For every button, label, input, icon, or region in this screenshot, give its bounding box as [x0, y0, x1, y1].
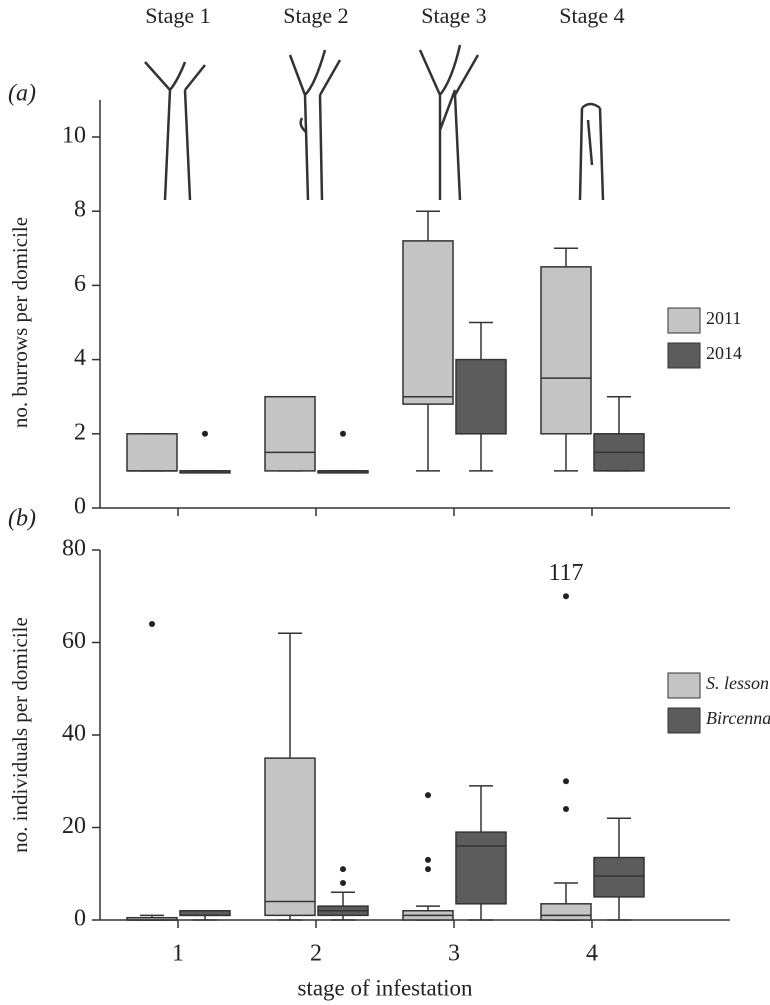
legend-swatch — [667, 672, 701, 699]
box-group — [264, 395, 316, 472]
box-group — [540, 247, 592, 472]
y-tick-label: 8 — [74, 197, 86, 223]
x-tick-label: Stage 1 — [145, 3, 210, 28]
legend-swatch — [667, 342, 701, 369]
y-axis-label: no. individuals per domicile — [8, 617, 32, 853]
y-axis-label: no. burrows per domicile — [8, 217, 32, 428]
box-group — [126, 621, 178, 921]
tree-drawings — [144, 44, 605, 201]
box-group — [455, 321, 507, 472]
outlier — [149, 621, 155, 627]
y-tick-label: 6 — [74, 271, 86, 297]
x-tick-label: 1 — [172, 941, 184, 967]
y-tick-label: 80 — [62, 536, 86, 562]
outlier — [425, 866, 431, 873]
box — [264, 395, 316, 472]
x-tick-label: Stage 2 — [283, 3, 348, 28]
box-group — [126, 433, 178, 472]
box — [455, 831, 507, 905]
box-group — [593, 817, 645, 921]
legend-swatch — [667, 307, 701, 334]
outlier — [340, 866, 346, 873]
y-tick-label: 20 — [62, 813, 86, 839]
outlier — [563, 806, 569, 812]
tree-stage-4 — [578, 102, 605, 201]
outlier — [202, 430, 208, 437]
panel-label: (b) — [8, 506, 36, 532]
x-axis-label: stage of infestation — [297, 975, 473, 1000]
box-group — [593, 395, 645, 472]
box-group — [402, 210, 454, 472]
y-tick-label: 40 — [62, 721, 86, 747]
x-tick-label: 3 — [448, 941, 460, 967]
x-tick-label: 4 — [586, 941, 598, 967]
outlier — [340, 880, 346, 886]
tree-stage-2 — [288, 49, 342, 201]
outlier — [425, 856, 431, 863]
offscale-outlier — [563, 593, 569, 600]
legend-swatch — [667, 707, 701, 734]
y-tick-label: 60 — [62, 628, 86, 654]
tree-stage-1 — [144, 61, 206, 201]
box-group — [455, 785, 507, 921]
annotation: 117 — [548, 560, 583, 586]
box — [126, 433, 178, 472]
x-tick-label: 2 — [310, 941, 322, 967]
y-tick-label: 0 — [74, 906, 86, 932]
box-group — [317, 866, 369, 921]
y-tick-label: 2 — [74, 419, 86, 445]
outlier — [425, 792, 431, 799]
box — [540, 903, 592, 921]
box — [402, 240, 454, 405]
x-tick-label: Stage 3 — [421, 3, 486, 28]
x-tick-label: Stage 4 — [559, 3, 624, 28]
box — [264, 757, 316, 917]
y-tick-label: 10 — [62, 123, 86, 149]
box-group — [402, 792, 454, 921]
legend-label: S. lessoniophila — [706, 673, 770, 693]
outlier — [340, 430, 346, 437]
box-group — [317, 430, 369, 474]
tree-stage-3 — [418, 44, 480, 201]
y-tick-label: 4 — [74, 345, 86, 371]
y-tick-label: 0 — [74, 494, 86, 520]
box-group — [540, 778, 592, 921]
box-group — [179, 430, 231, 474]
box-group — [264, 632, 316, 921]
legend-label: Bircenna sp. — [706, 708, 770, 728]
box — [455, 358, 507, 435]
box — [540, 266, 592, 435]
panel-label: (a) — [8, 81, 36, 107]
legend-label: 2011 — [706, 308, 741, 328]
legend-label: 2014 — [706, 343, 742, 363]
outlier — [563, 778, 569, 785]
box — [593, 856, 645, 898]
box-group — [179, 910, 231, 921]
